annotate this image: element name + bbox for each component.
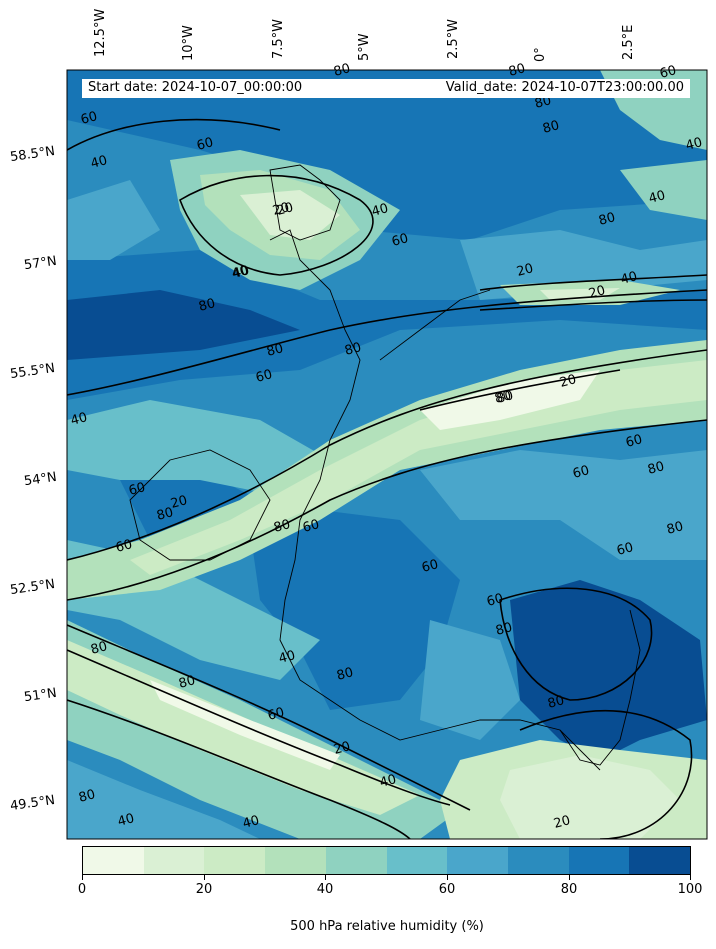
colorbar-tick [325, 875, 326, 880]
colorbar-tick [447, 875, 448, 880]
contour-label: 60 [571, 463, 591, 482]
contour-label: 60 [420, 557, 440, 576]
coastlines [129, 164, 641, 771]
contour-label: 80 [343, 340, 363, 359]
colorbar-segment [447, 847, 508, 874]
contour-label: 40 [370, 201, 390, 220]
contour-label: 60 [658, 63, 678, 82]
contour-label: 40 [684, 135, 704, 154]
colorbar-segment [629, 847, 691, 874]
lon-label: 0° [533, 47, 548, 62]
contour-label: 20 [558, 372, 578, 391]
contour-label: 40 [231, 263, 251, 282]
contour-label: 40 [619, 269, 639, 288]
colorbar-tick-label: 0 [77, 882, 87, 897]
contour-label: 80 [646, 459, 666, 478]
contour-label: 80 [332, 61, 352, 80]
contour-label: 40 [116, 811, 136, 830]
map-frame [66, 69, 708, 840]
colorbar [82, 846, 691, 875]
colorbar-tick-label: 40 [316, 882, 334, 897]
contour-label: 60 [615, 540, 635, 559]
contour-label: 20 [515, 261, 535, 280]
contour-label: 60 [624, 432, 644, 451]
lon-label: 5°W [357, 33, 372, 61]
contour-label: 60 [485, 591, 505, 610]
contour-label: 60 [390, 231, 410, 250]
colorbar-segment [143, 847, 205, 874]
colorbar-tick [569, 875, 570, 880]
contour-label: 80 [665, 519, 685, 538]
lon-label: 2.5°E [621, 24, 636, 60]
colorbar-segment [83, 847, 144, 874]
colorbar-tick-label: 80 [560, 882, 578, 897]
contour-label: 20 [275, 200, 295, 219]
header-box: Start date: 2024-10-07_00:00:00 Valid_da… [82, 79, 690, 98]
colorbar-segment [386, 847, 448, 874]
contour-label: 80 [197, 296, 217, 315]
colorbar-segment [325, 847, 387, 874]
contour-label: 60 [195, 135, 215, 154]
contour-label: 80 [507, 61, 527, 80]
contour-label: 80 [177, 673, 197, 692]
lon-label: 2.5°W [446, 18, 461, 59]
colorbar-tick [204, 875, 205, 880]
contour-label: 80 [155, 505, 175, 524]
lon-label: 12.5°W [93, 8, 108, 57]
valid-date-label: Valid_date: 2024-10-07T23:00:00.00 [445, 80, 684, 95]
contour-label: 40 [378, 772, 398, 791]
contour-label: 60 [254, 367, 274, 386]
contour-label: 80 [89, 639, 109, 658]
contour-label: 40 [89, 153, 109, 172]
contour-label: 20 [169, 493, 189, 512]
contour-label: 60 [266, 705, 286, 724]
contour-label: 20 [587, 283, 607, 302]
contour-label: 40 [241, 813, 261, 832]
humidity-field [67, 70, 707, 839]
contour-label: 40 [277, 648, 297, 667]
start-date-label: Start date: 2024-10-07_00:00:00 [88, 80, 303, 95]
contour-label: 60 [301, 517, 321, 536]
contour-label: 40 [230, 263, 250, 282]
contour-labels: 80 80604060204080804020404020808060804020… [69, 61, 704, 832]
colorbar-segment [204, 847, 266, 874]
contour-label: 20 [271, 200, 291, 219]
contour-label: 40 [647, 188, 667, 207]
contour-label: 60 [79, 109, 99, 128]
contour-label: 80 [495, 388, 515, 407]
colorbar-segment [507, 847, 569, 874]
contour-label: 80 [493, 388, 513, 407]
colorbar-segment [568, 847, 630, 874]
contour-label: 20 [552, 813, 572, 832]
contour-label: 80 [272, 517, 292, 536]
colorbar-title: 500 hPa relative humidity (%) [290, 919, 484, 934]
colorbar-segment [265, 847, 326, 874]
colorbar-tick [690, 875, 691, 880]
contour-label: 40 [69, 410, 89, 429]
colorbar-tick-label: 100 [677, 882, 703, 897]
contour-label: 80 [335, 665, 355, 684]
contour-label: 80 [541, 118, 561, 137]
contour-lines [67, 118, 707, 839]
colorbar-tick [82, 875, 83, 880]
contour-label: 20 [332, 739, 352, 758]
colorbar-tick-label: 60 [438, 882, 456, 897]
contour-label: 80 [494, 620, 514, 639]
contour-label: 60 [114, 537, 134, 556]
lon-label: 7.5°W [271, 18, 286, 59]
contour-label: 80 [597, 210, 617, 229]
lon-label: 10°W [181, 25, 196, 61]
contour-label: 80 [265, 341, 285, 360]
contour-label: 80 [77, 787, 97, 806]
contour-label: 60 [127, 480, 147, 499]
colorbar-tick-label: 20 [195, 882, 213, 897]
contour-label: 80 [546, 693, 566, 712]
